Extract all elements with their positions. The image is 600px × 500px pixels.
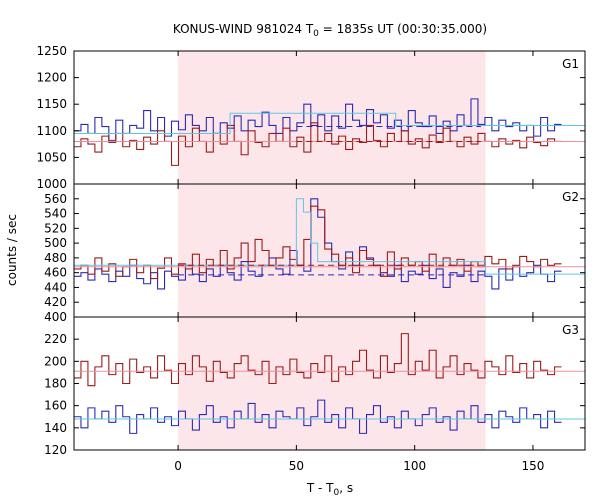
g3-y-tick-label: 180 <box>44 377 67 391</box>
g1-y-tick-label: 1250 <box>36 44 67 58</box>
g3-y-tick-label: 140 <box>44 421 67 435</box>
g2-panel-label: G2 <box>562 190 579 204</box>
x-tick-label: 100 <box>403 459 426 473</box>
g1-series-cyan-step-2 <box>74 112 585 134</box>
g3-y-tick-label: 220 <box>44 332 67 346</box>
g1-y-tick-label: 1100 <box>36 124 67 138</box>
g2-y-tick-label: 560 <box>44 192 67 206</box>
g2-series-cyan-step-2 <box>74 198 585 275</box>
g2-y-tick-label: 520 <box>44 221 67 235</box>
x-axis-label-main: T - T <box>306 481 334 495</box>
x-tick-label: 50 <box>289 459 304 473</box>
g2-y-tick-label: 540 <box>44 207 67 221</box>
g3-series-red-step-1 <box>74 333 562 387</box>
g2-y-tick-label: 440 <box>44 280 67 294</box>
g2-y-tick-label: 460 <box>44 266 67 280</box>
x-tick-label: 150 <box>522 459 545 473</box>
axes-layer <box>73 50 586 451</box>
g2-y-tick-label: 400 <box>44 310 67 324</box>
g2-y-tick-label: 480 <box>44 251 67 265</box>
g3-y-tick-label: 160 <box>44 399 67 413</box>
g1-panel-label: G1 <box>562 57 579 71</box>
chart-title: KONUS-WIND 981024 T0 = 1835s UT (00:30:3… <box>173 22 487 39</box>
x-axis-label-rest: , s <box>339 481 353 495</box>
chart-title-main: KONUS-WIND 981024 T <box>173 22 314 36</box>
g2-y-tick-label: 500 <box>44 236 67 250</box>
chart-title-rest: = 1835s UT (00:30:35.000) <box>319 22 487 36</box>
x-axis-label: T - T0, s <box>306 481 353 498</box>
g1-series-blue-step-0 <box>74 98 562 141</box>
g3-y-tick-label: 200 <box>44 354 67 368</box>
g3-series-blue-step-0 <box>74 399 562 434</box>
g1-y-tick-label: 1150 <box>36 97 67 111</box>
g3-y-tick-label: 120 <box>44 443 67 457</box>
g2-series-red-step-1 <box>74 205 562 280</box>
x-tick-label: 0 <box>174 459 182 473</box>
y-axis-label: counts / sec <box>5 214 19 286</box>
g1-y-tick-label: 1200 <box>36 71 67 85</box>
g3-shaded-interval <box>178 317 486 450</box>
text-layer: KONUS-WIND 981024 T0 = 1835s UT (00:30:3… <box>5 22 579 498</box>
chart-title-subscript: 0 <box>313 29 319 39</box>
data-layer <box>74 98 585 434</box>
g1-y-tick-label: 1000 <box>36 177 67 191</box>
g2-y-tick-label: 420 <box>44 295 67 309</box>
g3-panel-label: G3 <box>562 323 579 337</box>
g1-y-tick-label: 1050 <box>36 150 67 164</box>
x-axis-label-subscript: 0 <box>334 488 340 498</box>
